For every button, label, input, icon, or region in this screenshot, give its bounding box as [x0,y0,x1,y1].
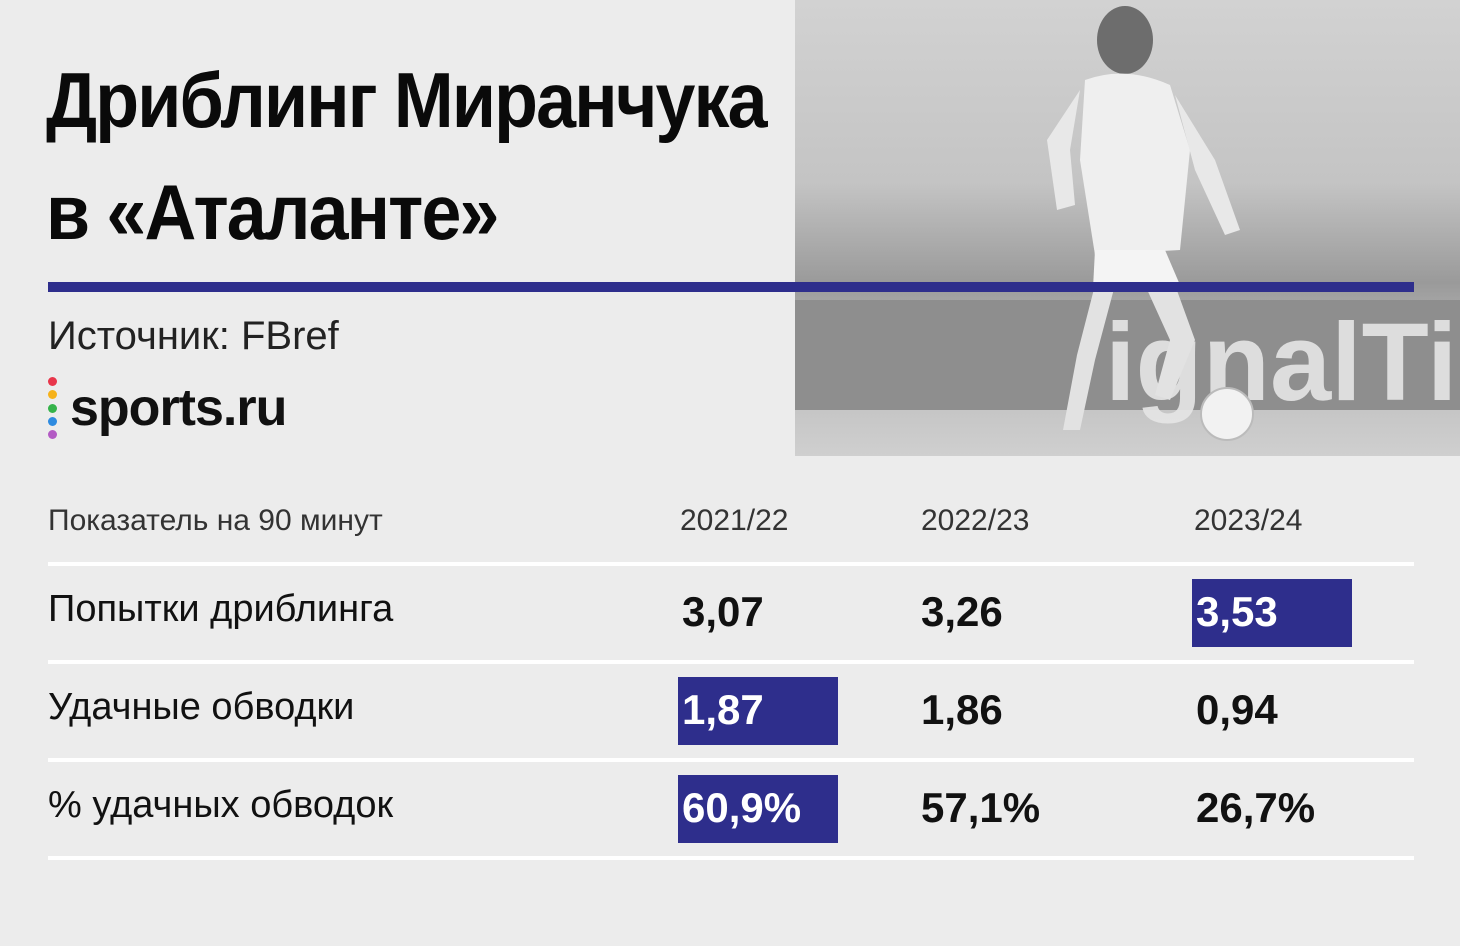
row-divider [48,856,1414,860]
value-cell-highlighted: 1,87 [682,686,764,733]
title-line-1: Дриблинг Миранчука [46,56,768,144]
value-cell: 0,94 [1196,686,1278,733]
table-header: Показатель на 90 минут 2021/22 2022/23 2… [48,496,1414,562]
value-cell-highlighted: 60,9% [682,784,802,831]
sports-ru-logo: sports.ru [48,374,287,442]
row-divider [48,758,1414,762]
svg-text:ignalTips: ignalTips [1105,301,1460,424]
highlight-box [678,775,838,843]
header-season-2022-23: 2022/23 [921,504,1030,537]
value-cell: 1,86 [921,686,1003,733]
value-cell: 3,26 [921,588,1003,635]
table-row: Попытки дриблинга 3,07 3,26 3,53 [48,566,1414,660]
value-cell-highlighted: 3,53 [1196,588,1278,635]
logo-dot [48,390,57,400]
row-label: Попытки дриблинга [48,588,394,630]
logo-text: sports.ru [70,379,287,437]
highlight-box [678,677,838,745]
row-label: Удачные обводки [48,686,355,728]
row-divider [48,562,1414,566]
logo-dot [48,403,57,413]
row-divider [48,660,1414,664]
header-season-2023-24: 2023/24 [1194,504,1303,537]
logo-dots-icon [48,377,58,439]
value-cell: 3,07 [682,588,764,635]
stats-table: Показатель на 90 минут 2021/22 2022/23 2… [48,496,1414,860]
source-text: Источник: FBref [48,314,339,358]
player-photo: ignalTips [795,0,1460,456]
row-label: % удачных обводок [48,784,394,826]
page-title: Дриблинг Миранчука в «Аталанте» [46,44,911,268]
logo-dot [48,377,57,386]
title-divider [48,282,1414,292]
title-line-2: в «Аталанте» [46,168,499,256]
header-season-2021-22: 2021/22 [680,504,789,537]
value-cell: 26,7% [1196,784,1316,831]
header-metric: Показатель на 90 минут [48,504,383,537]
highlight-box [1192,579,1352,647]
table-row: % удачных обводок 60,9% 57,1% 26,7% [48,762,1414,856]
table-row: Удачные обводки 1,87 1,86 0,94 [48,664,1414,758]
logo-dot [48,430,57,439]
logo-dot [48,416,57,426]
value-cell: 57,1% [921,784,1041,831]
